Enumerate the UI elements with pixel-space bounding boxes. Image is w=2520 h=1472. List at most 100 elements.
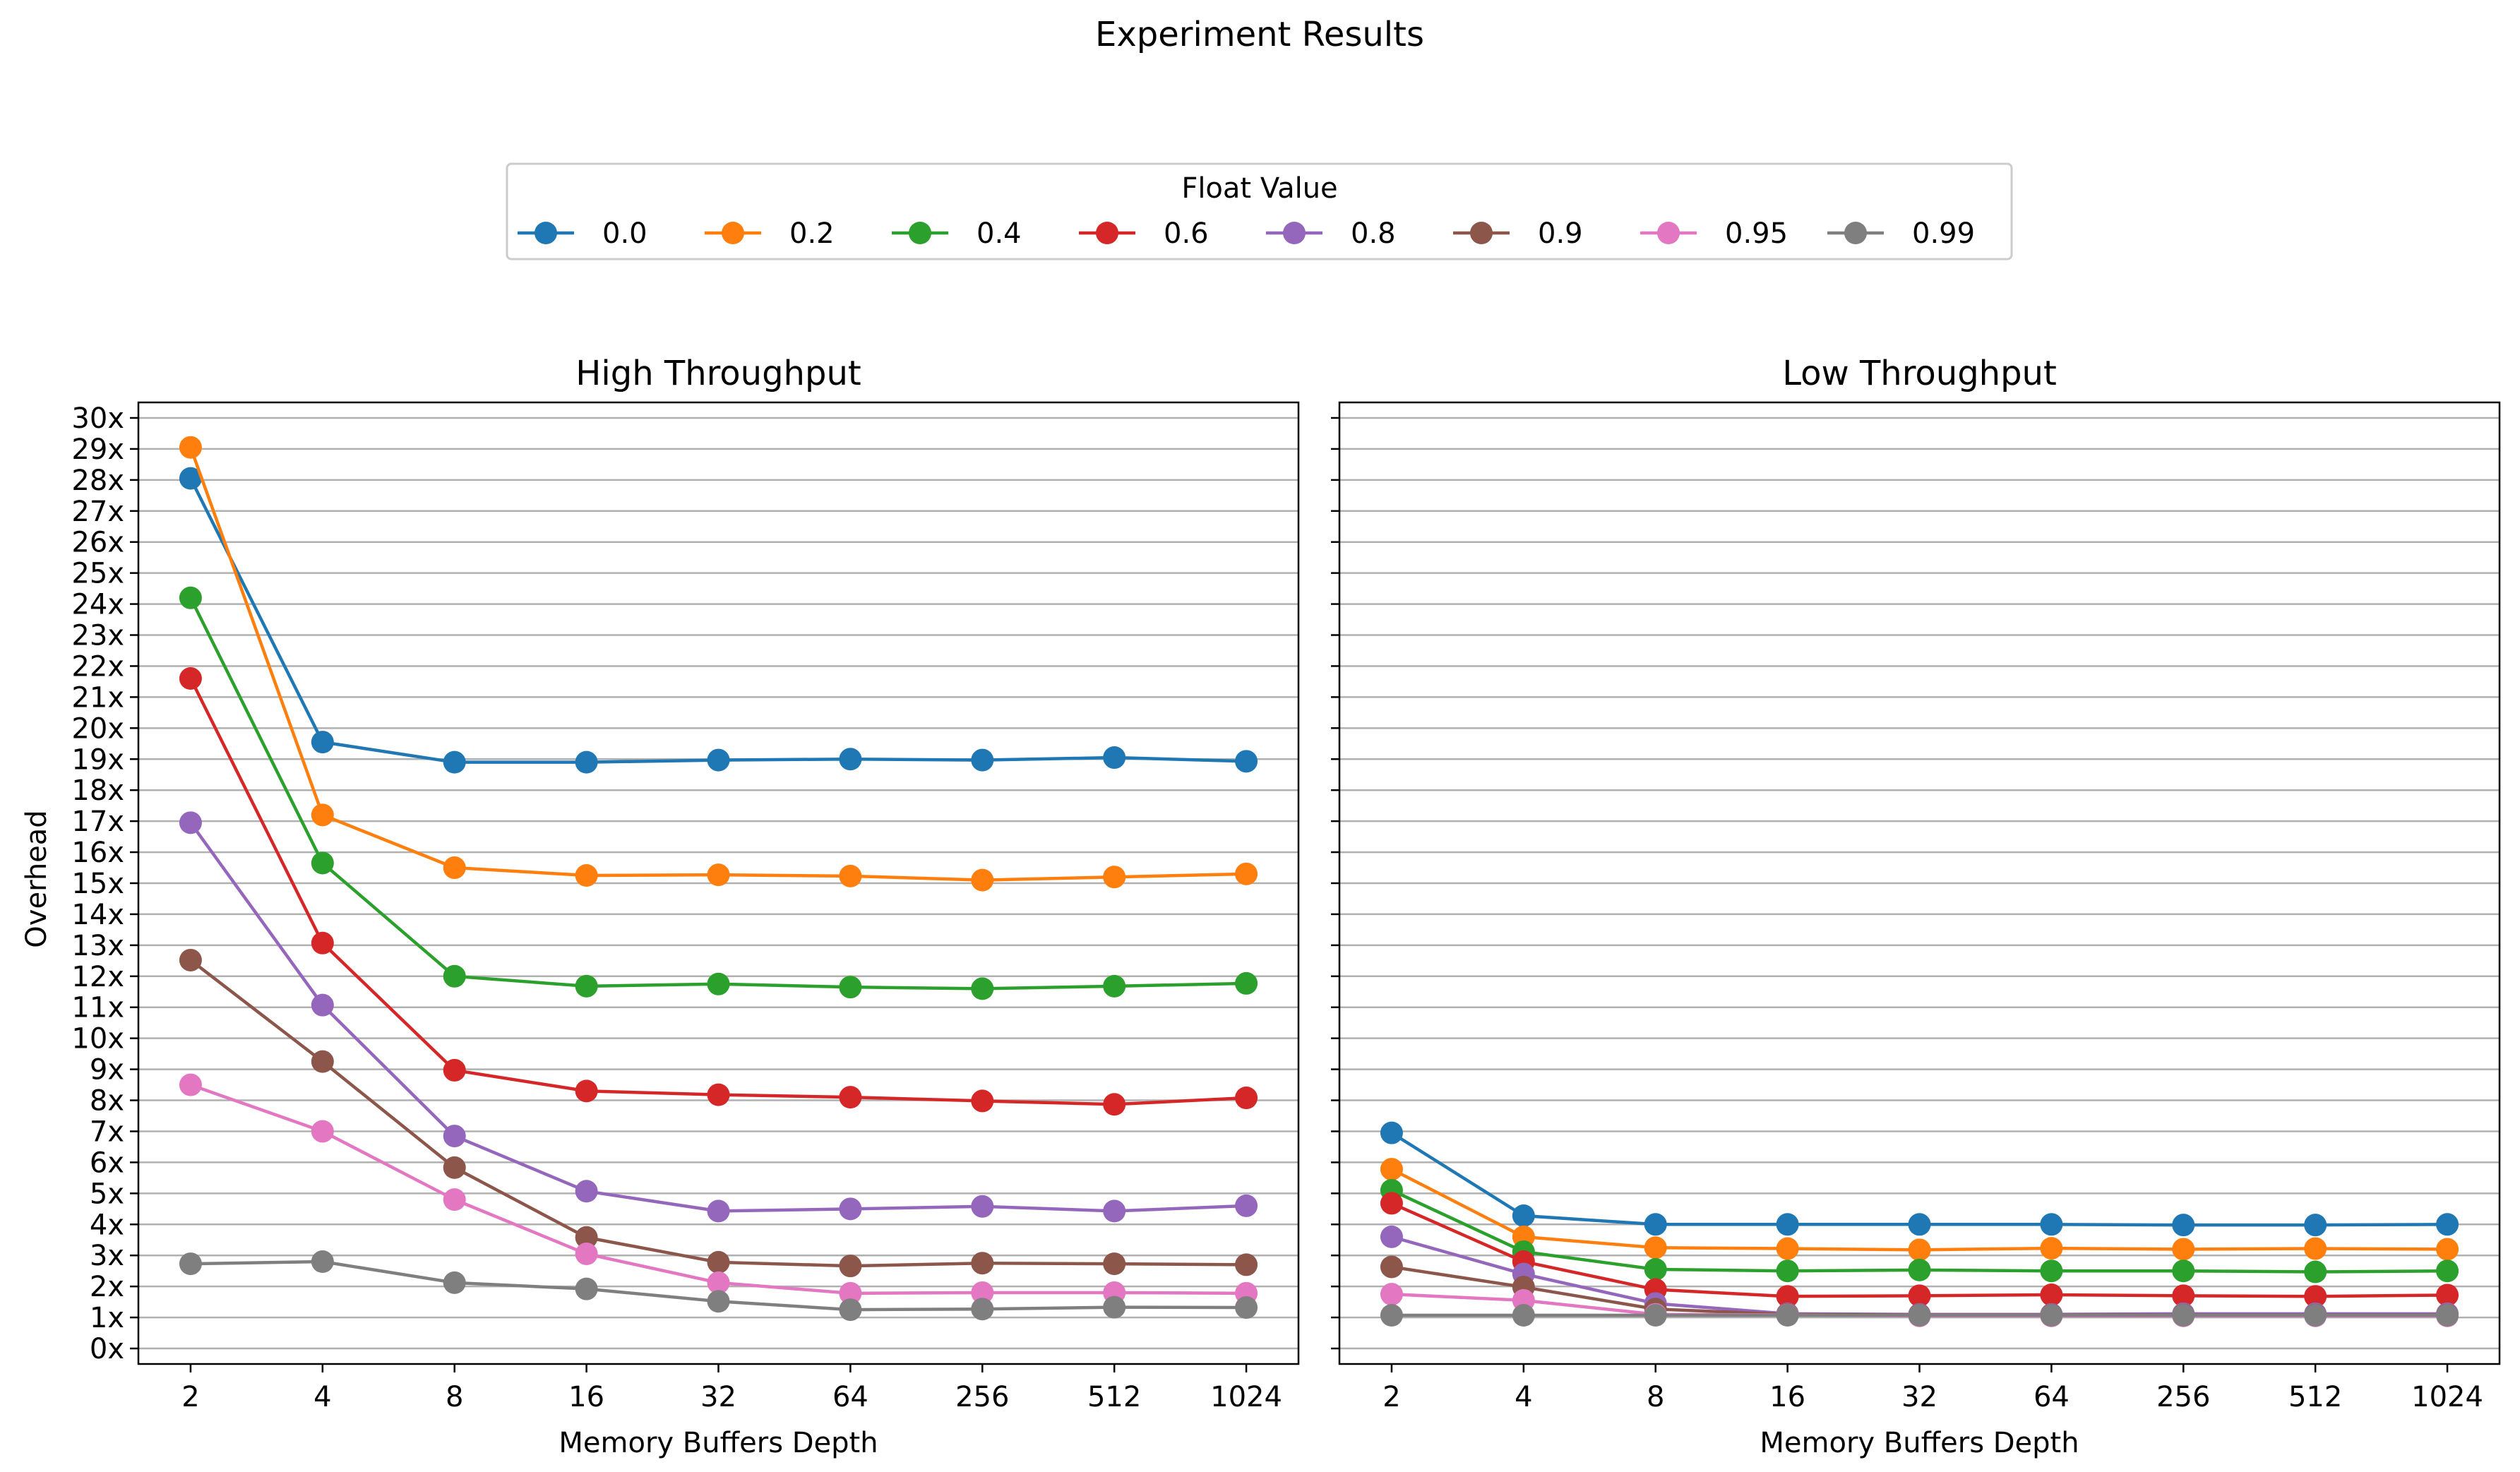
y-tick-label: 8x xyxy=(90,1085,124,1118)
legend-item: 0.9 xyxy=(1453,217,1583,250)
data-point xyxy=(1908,1258,1931,1281)
data-point xyxy=(2172,1214,2195,1237)
data-point xyxy=(2172,1284,2195,1308)
x-tick-label: 2 xyxy=(1383,1381,1400,1413)
y-tick-label: 18x xyxy=(71,774,124,807)
data-point xyxy=(839,1298,862,1322)
data-point xyxy=(1908,1284,1931,1308)
legend-item: 0.0 xyxy=(518,217,647,250)
data-point xyxy=(311,803,334,827)
legend-label: 0.6 xyxy=(1164,217,1209,250)
y-tick-label: 7x xyxy=(90,1115,124,1148)
y-tick-label: 29x xyxy=(71,433,124,466)
series-0.0 xyxy=(1380,1121,2459,1237)
data-point xyxy=(443,1271,466,1294)
y-tick-label: 4x xyxy=(90,1209,124,1241)
series-0.99 xyxy=(1380,1304,2459,1327)
data-point xyxy=(1235,1253,1258,1276)
legend-item: 0.2 xyxy=(705,217,835,250)
x-tick-label: 8 xyxy=(446,1381,463,1413)
legend-label: 0.9 xyxy=(1538,217,1583,250)
x-tick-label: 32 xyxy=(700,1381,736,1413)
data-point xyxy=(443,856,466,880)
data-point xyxy=(1776,1285,1799,1308)
data-point xyxy=(311,993,334,1017)
data-point xyxy=(1644,1257,1667,1281)
data-point xyxy=(1908,1304,1931,1327)
data-point xyxy=(1908,1238,1931,1262)
y-tick-label: 1x xyxy=(90,1302,124,1334)
y-tick-label: 5x xyxy=(90,1178,124,1210)
legend-marker xyxy=(1470,222,1493,244)
data-point xyxy=(707,748,730,772)
y-tick-label: 2x xyxy=(90,1271,124,1303)
data-point xyxy=(575,1079,598,1103)
legend-item: 0.99 xyxy=(1827,217,1975,250)
data-point xyxy=(707,1290,730,1313)
legend-marker xyxy=(535,222,557,244)
data-point xyxy=(1776,1304,1799,1327)
x-tick-label: 4 xyxy=(1515,1381,1532,1413)
data-point xyxy=(839,976,862,999)
data-point xyxy=(1235,1087,1258,1110)
y-tick-label: 9x xyxy=(90,1054,124,1087)
data-point xyxy=(707,1083,730,1106)
axes-frame xyxy=(1338,401,2501,1365)
data-point xyxy=(2040,1237,2063,1260)
data-point xyxy=(575,1226,598,1249)
data-point xyxy=(971,1281,994,1304)
legend-label: 0.8 xyxy=(1351,217,1396,250)
data-point xyxy=(1380,1255,1403,1279)
legend-label: 0.99 xyxy=(1912,217,1975,250)
data-point xyxy=(2040,1259,2063,1283)
data-point xyxy=(443,1156,466,1179)
data-point xyxy=(575,974,598,998)
x-tick-label: 16 xyxy=(1769,1381,1805,1413)
data-point xyxy=(1512,1204,1535,1227)
data-point xyxy=(1380,1225,1403,1248)
y-tick-label: 17x xyxy=(71,806,124,838)
data-point xyxy=(1103,866,1126,889)
y-tick-label: 28x xyxy=(71,465,124,497)
data-point xyxy=(2436,1238,2459,1261)
data-point xyxy=(707,972,730,995)
data-point xyxy=(1776,1237,1799,1260)
data-point xyxy=(575,750,598,774)
data-point xyxy=(2040,1213,2063,1236)
legend-item: 0.8 xyxy=(1266,217,1396,250)
series-0.2 xyxy=(179,436,1258,892)
legend-label: 0.2 xyxy=(789,217,835,250)
data-point xyxy=(2040,1283,2063,1307)
x-tick-label: 512 xyxy=(2288,1381,2342,1413)
legend-title: Float Value xyxy=(1181,172,1337,205)
series-0.0 xyxy=(179,467,1258,774)
data-point xyxy=(311,731,334,754)
x-tick-label: 16 xyxy=(568,1381,604,1413)
data-point xyxy=(1644,1236,1667,1259)
data-point xyxy=(707,1250,730,1274)
data-point xyxy=(1644,1213,1667,1236)
x-tick-label: 512 xyxy=(1087,1381,1141,1413)
legend-item: 0.4 xyxy=(892,217,1022,250)
legend-label: 0.0 xyxy=(602,217,647,250)
data-point xyxy=(1776,1259,1799,1283)
data-point xyxy=(971,1195,994,1218)
y-tick-label: 19x xyxy=(71,743,124,776)
data-point xyxy=(971,977,994,1000)
data-point xyxy=(1103,1093,1126,1116)
series-0.6 xyxy=(1380,1192,2459,1308)
legend-item: 0.6 xyxy=(1079,217,1209,250)
x-tick-label: 1024 xyxy=(2411,1381,2483,1413)
data-point xyxy=(1103,974,1126,998)
y-tick-label: 10x xyxy=(71,1023,124,1055)
data-point xyxy=(971,868,994,892)
data-point xyxy=(1776,1213,1799,1236)
data-point xyxy=(179,1073,202,1096)
y-tick-label: 15x xyxy=(71,868,124,900)
data-point xyxy=(1380,1121,1403,1144)
y-tick-label: 13x xyxy=(71,930,124,962)
y-tick-label: 26x xyxy=(71,527,124,559)
x-tick-label: 2 xyxy=(181,1381,199,1413)
data-point xyxy=(1908,1213,1931,1236)
data-point xyxy=(707,1271,730,1294)
